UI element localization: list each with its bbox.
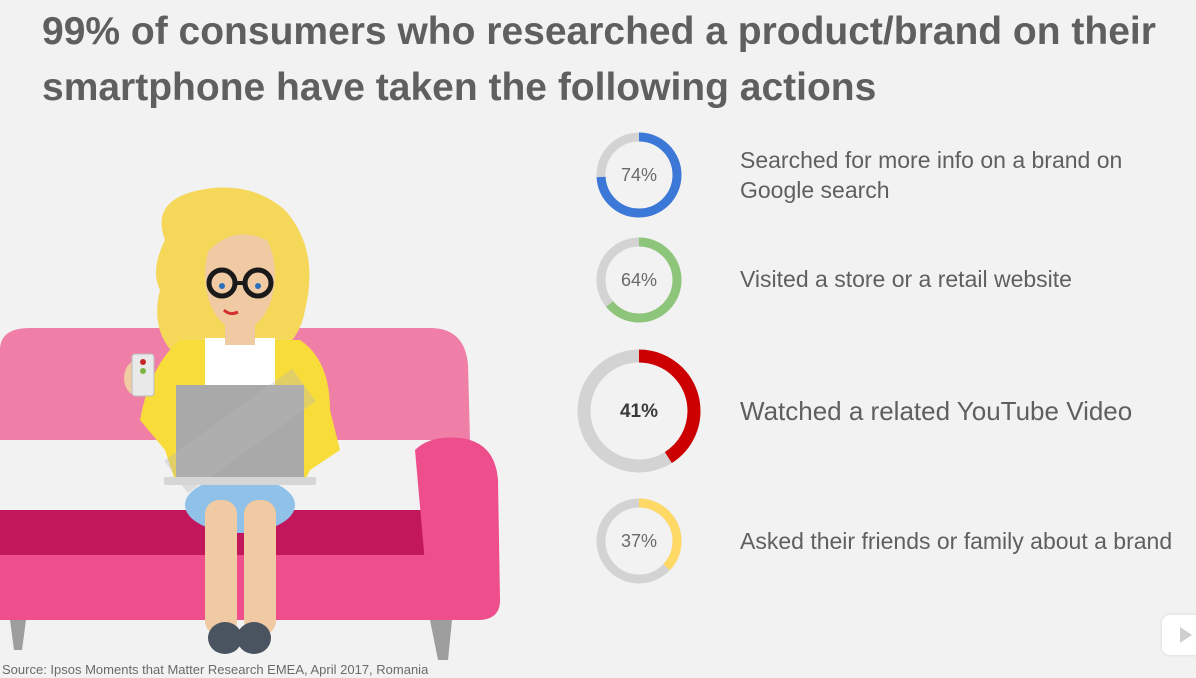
- donut-value-label: 41%: [620, 401, 658, 422]
- donut-value-label: 74%: [621, 165, 657, 185]
- woman-on-sofa-illustration: [0, 187, 500, 660]
- leg: [244, 500, 276, 635]
- lips: [222, 308, 239, 316]
- sofa-arm: [415, 437, 500, 620]
- donut-2: 41%: [577, 349, 701, 473]
- donut-value-arc: [596, 132, 682, 218]
- title-line-2: smartphone have taken the following acti…: [42, 66, 877, 109]
- source-note: Source: Ipsos Moments that Matter Resear…: [2, 662, 429, 677]
- title-line-1: 99% of consumers who researched a produc…: [42, 10, 1156, 53]
- hair-front: [186, 202, 298, 300]
- donut-3: 37%: [596, 498, 682, 584]
- item-label-youtube-video: Watched a related YouTube Video: [740, 396, 1133, 426]
- phone: [131, 353, 155, 397]
- donut-1: 64%: [596, 237, 682, 323]
- face: [205, 220, 275, 330]
- donut-value-arc: [577, 349, 701, 473]
- donut-value-arc: [596, 498, 682, 584]
- play-button[interactable]: [1162, 615, 1196, 655]
- donut-0: 74%: [596, 132, 682, 218]
- sofa-leg: [10, 620, 26, 650]
- donut-track: [596, 132, 682, 218]
- donut-value-label: 64%: [621, 270, 657, 290]
- donut-value-label: 37%: [621, 531, 657, 551]
- laptop-screen: [176, 385, 304, 477]
- donut-track: [596, 498, 682, 584]
- shoe: [208, 622, 242, 654]
- item-label-friends-family: Asked their friends or family about a br…: [740, 528, 1173, 554]
- skirt: [185, 477, 295, 533]
- sofa-leg: [430, 620, 452, 660]
- leg: [205, 500, 237, 635]
- donut-track: [596, 237, 682, 323]
- item-label-store-visit: Visited a store or a retail website: [740, 266, 1072, 292]
- laptop-base: [164, 477, 316, 485]
- item-label-google-search: Searched for more info on a brand on Goo…: [740, 147, 1123, 203]
- shoe: [237, 622, 271, 654]
- donut-track: [577, 349, 701, 473]
- page-title: 99% of consumers who researched a produc…: [42, 4, 1192, 116]
- donut-value-arc: [596, 237, 682, 323]
